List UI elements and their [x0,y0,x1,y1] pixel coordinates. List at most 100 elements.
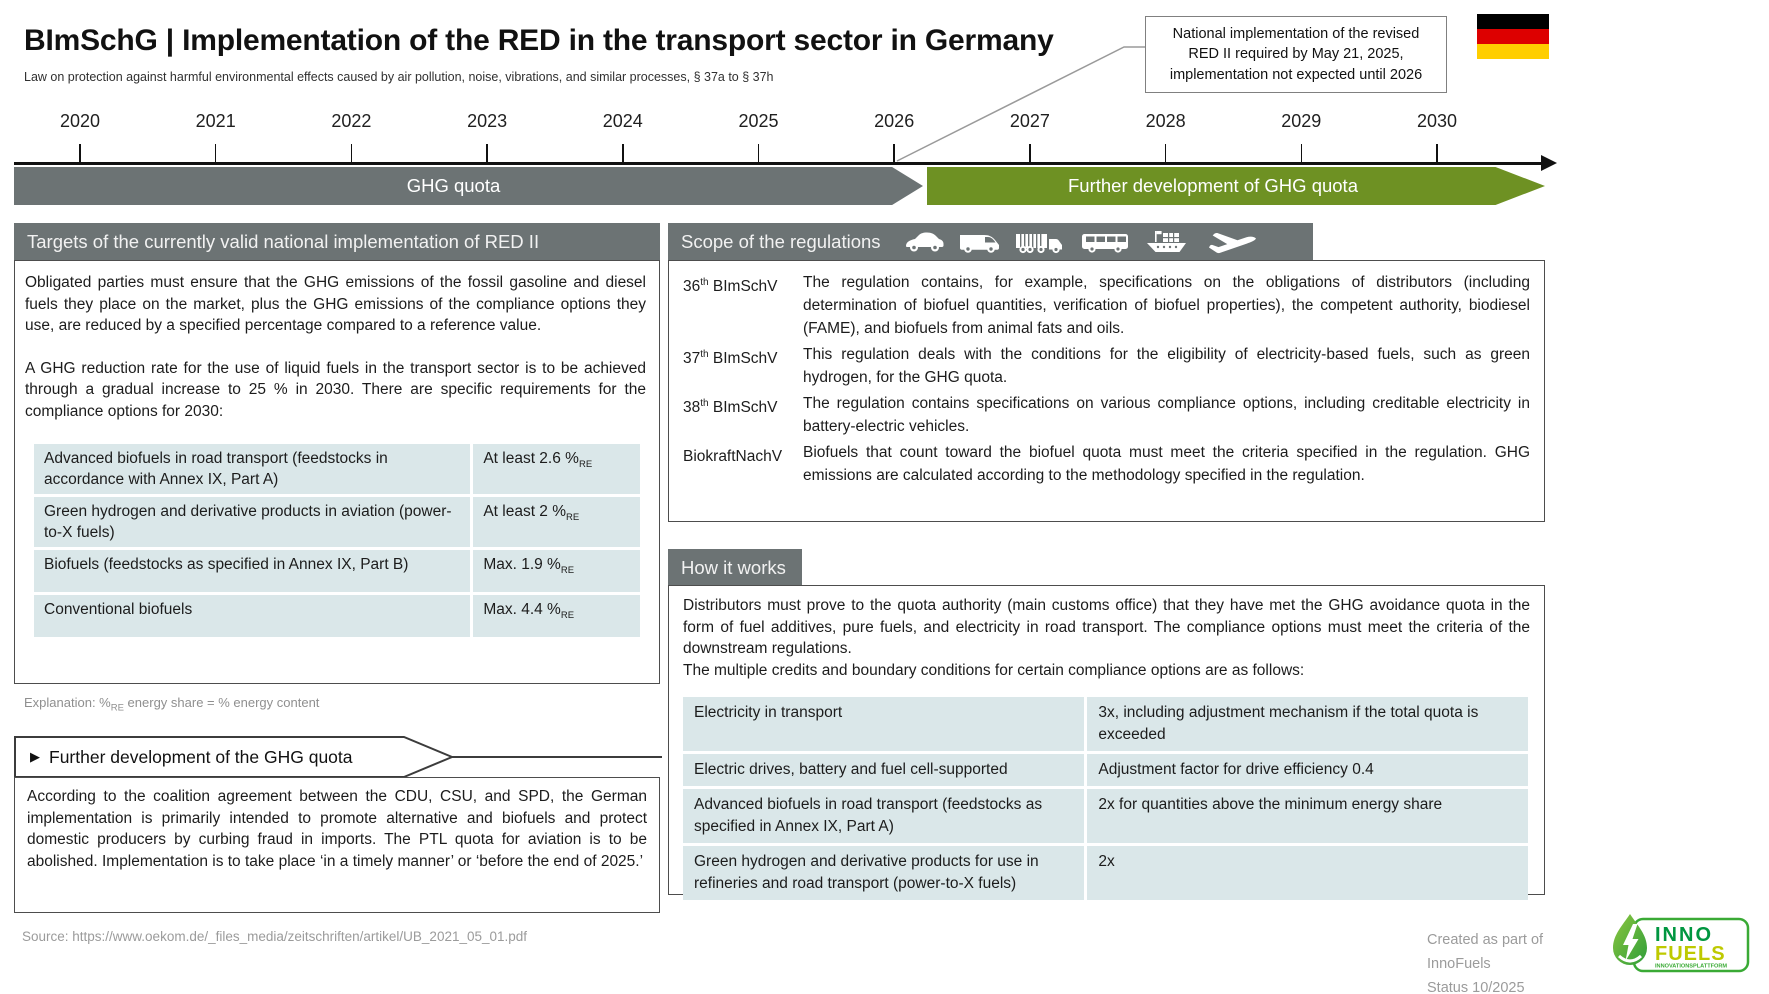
svg-text:FUELS: FUELS [1655,943,1726,965]
further-development-banner: ▶ Further development of the GHG quota [14,736,664,778]
how-it-works-box: Distributors must prove to the quota aut… [668,585,1545,900]
table-row: Electricity in transport 3x, including a… [683,697,1528,751]
credits-table: Electricity in transport 3x, including a… [683,697,1528,900]
timeline-tick [1164,144,1167,163]
table-cell-value: Max. 1.9 %RE [470,550,640,592]
table-row: Green hydrogen and derivative products i… [34,497,640,547]
triangle-bullet-icon: ▶ [30,749,40,764]
ghg-quota-bar-label: GHG quota [406,175,501,196]
targets-paragraph-2: A GHG reduction rate for the use of liqu… [25,359,646,420]
further-development-title: ▶ Further development of the GHG quota [30,746,353,767]
page-title: BImSchG | Implementation of the RED in t… [24,24,1054,57]
regulations-box: 36th BImSchV The regulation contains, fo… [668,260,1545,522]
table-row: Electric drives, battery and fuel cell-s… [683,754,1528,786]
how-paragraph-1: Distributors must prove to the quota aut… [683,597,1530,657]
table-cell-option: Biofuels (feedstocks as specified in Ann… [34,550,471,592]
timeline-year: 2022 [331,111,372,131]
table-cell-value: 3x, including adjustment mechanism if th… [1084,697,1528,751]
timeline-year: 2026 [874,111,915,131]
table-cell-option: Conventional biofuels [34,595,471,637]
timeline-arrowhead-icon [1541,155,1557,171]
van-icon [959,234,999,253]
regulation-label: 36th BImSchV [683,277,778,296]
banner-chevron-shape [14,736,662,778]
table-cell-option: Green hydrogen and derivative products f… [683,846,1085,900]
table-cell-option: Electricity in transport [683,697,1085,751]
table-row: Advanced biofuels in road transport (fee… [34,444,640,494]
table-row: Green hydrogen and derivative products f… [683,846,1528,900]
targets-box: Obligated parties must ensure that the G… [14,260,660,684]
targets-paragraph-1: Obligated parties must ensure that the G… [25,274,646,334]
page-subtitle: Law on protection against harmful enviro… [24,70,774,84]
regulation-text: The regulation contains specifications o… [803,395,1530,435]
timeline-year: 2029 [1281,111,1322,131]
timeline-tick [622,144,624,163]
regulation-item: BiokraftNachV Biofuels that count toward… [683,441,1530,487]
targets-section-header: Targets of the currently valid national … [14,223,660,260]
regulation-label: BiokraftNachV [683,448,783,466]
lightning-bolt-icon [1623,924,1639,961]
german-flag [1477,14,1549,59]
table-cell-value: Max. 4.4 %RE [470,595,640,637]
timeline-tick [350,144,353,163]
explanation-note: Explanation: %RE energy share = % energy… [24,695,320,714]
timeline-year: 2020 [59,111,101,131]
timeline-year: 2025 [738,111,779,131]
regulation-item: 36th BImSchV The regulation contains, fo… [683,271,1530,340]
table-cell-option: Green hydrogen and derivative products i… [34,497,471,547]
timeline-year: 2021 [195,111,236,131]
regulation-item: 37th BImSchV This regulation deals with … [683,343,1530,389]
timeline-year: 2024 [602,111,643,131]
table-cell-option: Electric drives, battery and fuel cell-s… [683,754,1085,786]
ship-icon [1146,231,1186,252]
bus-icon [1081,233,1128,253]
table-cell-value: Adjustment factor for drive efficiency 0… [1084,754,1528,786]
regulation-label: 38th BImSchV [683,398,778,417]
further-development-box: According to the coalition agreement bet… [14,777,660,913]
flag-stripe-gold [1477,44,1549,59]
table-cell-option: Advanced biofuels in road transport (fee… [34,444,471,494]
credit-note: Created as part of InnoFuels Status 10/2… [1427,928,1543,994]
svg-text:INNO: INNO [1655,924,1713,946]
innofuels-logo: INNO FUELS INNOVATIONSPLATTFORM [1613,914,1750,973]
further-development-bar: Further development of GHG quota [927,167,1545,205]
source-link: Source: https://www.oekom.de/_files_medi… [22,929,528,944]
regulation-text: Biofuels that count toward the biofuel q… [803,444,1530,484]
how-paragraph-2: The multiple credits and boundary condit… [683,661,1305,679]
timeline-tick [1029,144,1031,163]
table-cell-value: 2x [1084,846,1528,900]
timeline-tick [893,144,895,163]
table-row: Biofuels (feedstocks as specified in Ann… [34,550,640,592]
scope-header-label: Scope of the regulations [681,230,881,252]
credit-line: Created as part of [1427,932,1544,948]
plane-icon [1208,232,1256,253]
vehicle-icons [904,229,1258,255]
timeline-tick [1300,144,1303,163]
truck-icon [1015,233,1062,253]
svg-text:INNOVATIONSPLATTFORM: INNOVATIONSPLATTFORM [1655,964,1727,970]
targets-table: Advanced biofuels in road transport (fee… [34,444,640,637]
table-cell-value: 2x for quantities above the minimum ener… [1084,789,1528,843]
timeline-year: 2023 [467,111,508,131]
flag-stripe-black [1477,14,1549,29]
timeline-tick [1436,144,1438,163]
timeline-tick [757,144,760,163]
timeline-tick [214,144,217,163]
flag-stripe-red [1477,29,1549,44]
scope-section-header: Scope of the regulations [668,223,1313,260]
credit-line: Status 10/2025 [1427,980,1525,994]
regulation-text: The regulation contains, for example, sp… [803,274,1530,337]
timeline-year: 2030 [1416,111,1458,131]
how-it-works-header: How it works [668,549,802,586]
table-row: Advanced biofuels in road transport (fee… [683,789,1528,843]
table-cell-value: At least 2.6 %RE [470,444,640,494]
callout-note: National implementation of the revised R… [1145,16,1447,93]
credit-line: InnoFuels [1427,956,1491,972]
further-development-bar-label: Further development of GHG quota [1068,175,1358,196]
timeline-tick [486,144,488,163]
regulation-text: This regulation deals with the condition… [803,346,1530,386]
table-cell-option: Advanced biofuels in road transport (fee… [683,789,1085,843]
regulation-item: 38th BImSchV The regulation contains spe… [683,392,1530,438]
timeline-year: 2028 [1145,111,1186,131]
timeline-axis [14,162,1544,165]
